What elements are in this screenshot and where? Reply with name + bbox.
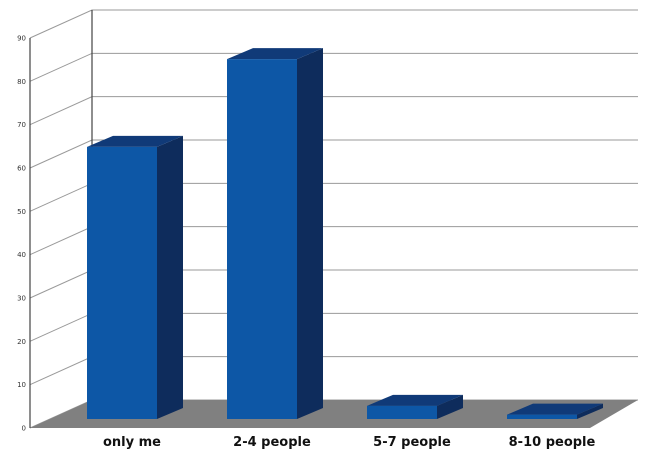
- bar: [227, 48, 323, 419]
- bar-side: [577, 403, 603, 419]
- x-category-label: 5-7 people: [373, 435, 451, 450]
- bar-front: [227, 59, 297, 419]
- gridline: [29, 96, 638, 126]
- y-tick-label: 80: [17, 78, 26, 86]
- bar-front: [367, 405, 437, 419]
- x-category-label: 2-4 people: [233, 435, 311, 450]
- bar-top: [87, 135, 183, 147]
- bars: [87, 48, 603, 419]
- y-tick-label: 20: [17, 338, 26, 346]
- x-axis-labels: only me 2-4 people 5-7 people 8-10 people: [103, 435, 596, 450]
- bar-front: [87, 146, 157, 419]
- bar-side: [157, 135, 183, 419]
- y-tick-label: 50: [17, 208, 26, 216]
- bar: [87, 135, 183, 419]
- gridline: [29, 52, 638, 82]
- bar-side: [297, 48, 323, 419]
- y-axis-ticks: 0 10 20 30 40 50 60 70 80 90: [17, 35, 26, 433]
- y-tick-label: 0: [22, 425, 26, 433]
- y-tick-label: 90: [17, 35, 26, 43]
- y-tick-label: 30: [17, 295, 26, 303]
- bar-front: [507, 414, 577, 419]
- bar-top: [507, 403, 603, 415]
- bar: [507, 403, 603, 419]
- y-tick-label: 70: [17, 121, 26, 129]
- y-tick-label: 40: [17, 251, 26, 259]
- bar: [367, 394, 463, 419]
- bar-top: [227, 48, 323, 60]
- bar-side: [437, 394, 463, 419]
- x-category-label: only me: [103, 435, 161, 450]
- x-category-label: 8-10 people: [509, 435, 596, 450]
- y-tick-label: 10: [17, 381, 26, 389]
- gridline: [29, 9, 638, 39]
- y-tick-label: 60: [17, 165, 26, 173]
- bar-top: [367, 394, 463, 406]
